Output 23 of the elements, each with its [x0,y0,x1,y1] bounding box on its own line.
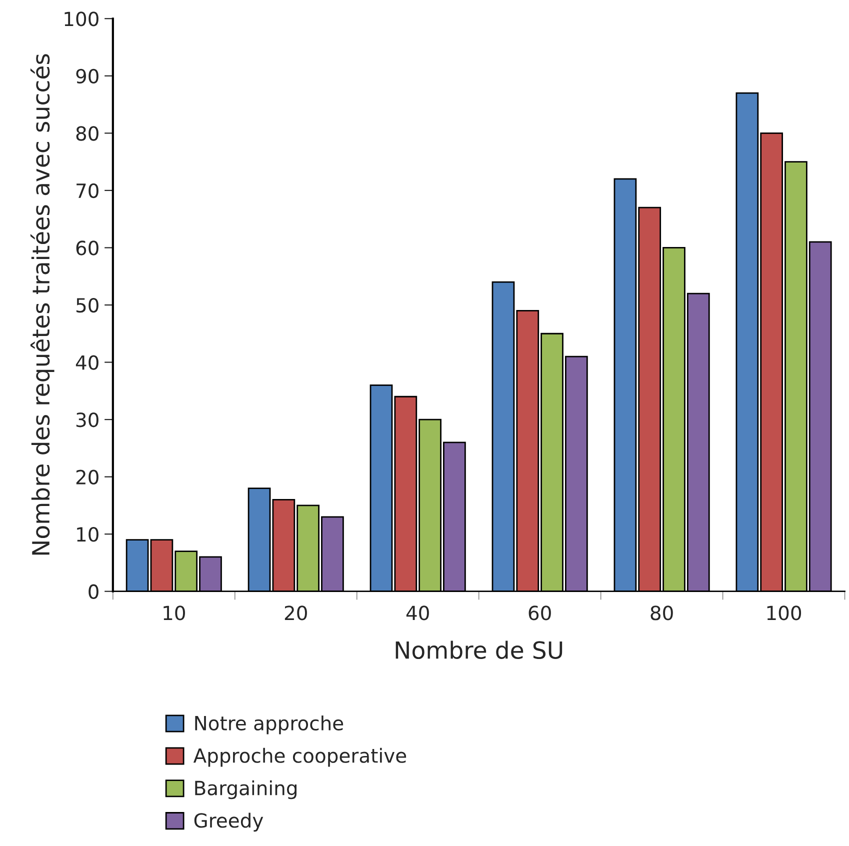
legend-label: Greedy [194,812,264,832]
y-tick-label: 0 [88,584,98,600]
y-tick-label: 100 [64,12,98,26]
legend-label: Notre approche [195,715,344,734]
x-tick-label: 80 [650,606,673,620]
legend-label: Approche cooperative [193,748,406,767]
y-axis-title: Nombre des requêtes traitées avec succés [30,54,54,555]
y-tick-label: 20 [76,470,98,484]
y-tick-label: 40 [76,355,98,370]
y-tick-label: 80 [76,126,98,141]
y-tick-label: 70 [76,183,98,198]
y-tick-label: 10 [77,527,98,542]
y-tick-label: 60 [76,240,98,256]
x-tick-label: 20 [284,606,307,620]
x-tick-label: 60 [528,606,551,620]
y-tick-label: 30 [76,412,98,428]
legend-label: Bargaining [195,780,296,800]
x-tick-label: 10 [164,606,185,620]
x-axis-title: Nombre de SU [396,640,562,660]
x-tick-label: 40 [406,606,429,620]
x-tick-label: 100 [767,606,802,620]
y-tick-label: 90 [76,68,98,84]
y-tick-label: 50 [76,298,98,313]
